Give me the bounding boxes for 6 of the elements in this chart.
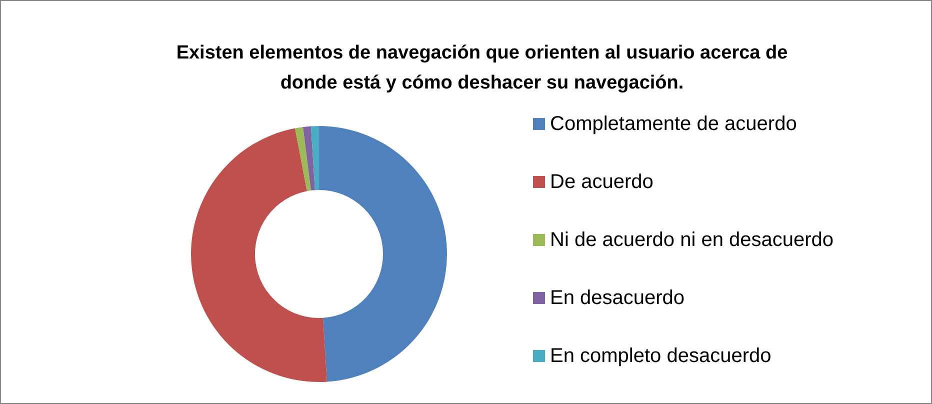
- legend-label: Completamente de acuerdo: [550, 113, 797, 135]
- chart-title: Existen elementos de navegación que orienten al usuario acerca de donde está y cómo deshacer su navegación.: [176, 42, 788, 94]
- legend-label: En completo desacuerdo: [550, 345, 772, 367]
- legend-label: En desacuerdo: [550, 287, 685, 309]
- legend-label: Ni de acuerdo ni en desacuerdo: [550, 229, 834, 251]
- legend-label: De acuerdo: [550, 171, 654, 193]
